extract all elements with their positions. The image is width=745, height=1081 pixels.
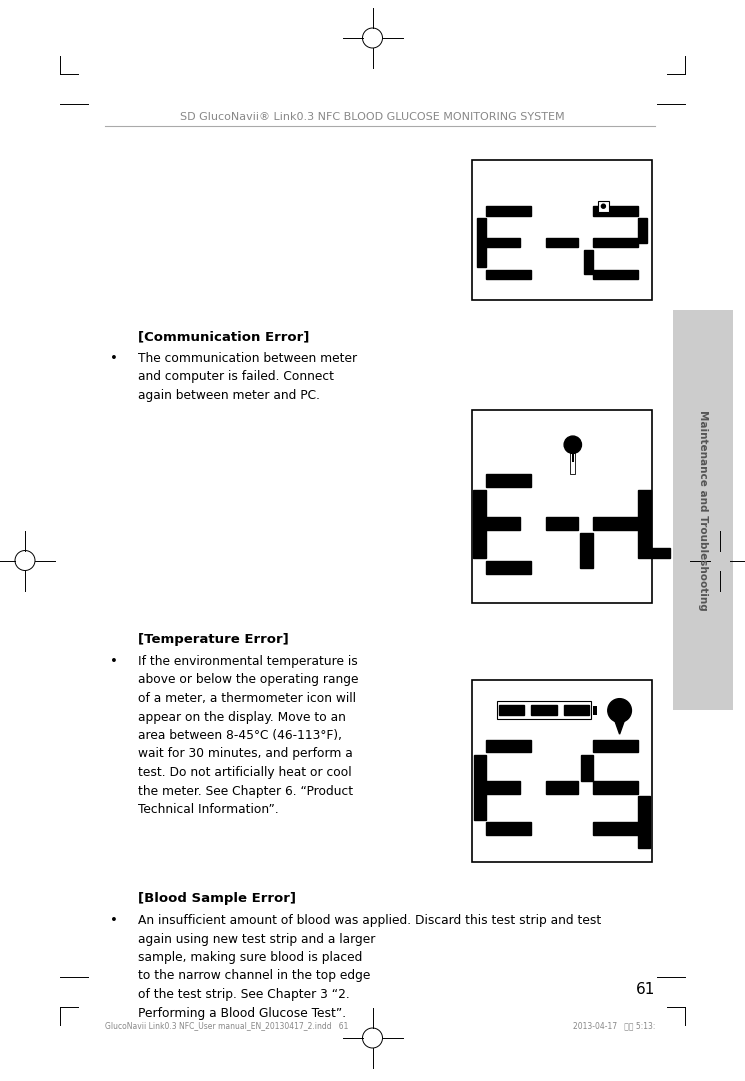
Bar xyxy=(593,706,597,715)
Bar xyxy=(547,782,577,793)
Text: 2013-04-17   오후 5:13:: 2013-04-17 오후 5:13: xyxy=(573,1022,655,1030)
Bar xyxy=(472,410,652,603)
Bar xyxy=(473,490,486,558)
Circle shape xyxy=(564,436,582,453)
Bar xyxy=(650,548,670,559)
Bar xyxy=(580,533,593,568)
Text: •: • xyxy=(110,352,118,365)
Bar xyxy=(486,782,520,793)
Bar xyxy=(638,218,647,242)
Bar xyxy=(486,238,520,248)
Circle shape xyxy=(608,698,632,722)
Text: Maintenance and Troubleshooting: Maintenance and Troubleshooting xyxy=(698,410,708,611)
Bar xyxy=(593,269,638,279)
Text: GlucoNavii Link0.3 NFC_User manual_EN_20130417_2.indd   61: GlucoNavii Link0.3 NFC_User manual_EN_20… xyxy=(105,1022,349,1030)
Bar xyxy=(477,218,486,267)
Bar xyxy=(486,206,530,216)
Text: The communication between meter
and computer is failed. Connect
again between me: The communication between meter and comp… xyxy=(138,352,357,402)
Bar xyxy=(472,160,652,301)
Bar xyxy=(593,740,638,752)
Text: An insufficient amount of blood was applied. Discard this test strip and test
ag: An insufficient amount of blood was appl… xyxy=(138,915,601,1019)
Bar xyxy=(486,269,530,279)
Bar xyxy=(486,473,530,486)
Text: SD GlucoNavii® Link0.3 NFC BLOOD GLUCOSE MONITORING SYSTEM: SD GlucoNavii® Link0.3 NFC BLOOD GLUCOSE… xyxy=(180,112,565,122)
Circle shape xyxy=(601,204,606,209)
Bar xyxy=(571,449,575,475)
Text: [Communication Error]: [Communication Error] xyxy=(138,330,309,343)
Bar xyxy=(593,206,638,216)
Bar xyxy=(597,201,609,212)
Bar xyxy=(593,518,638,531)
Bar xyxy=(547,238,577,248)
Bar xyxy=(673,310,733,710)
Bar xyxy=(571,449,574,462)
Bar xyxy=(584,250,593,275)
Bar xyxy=(474,756,486,819)
Bar xyxy=(486,823,530,835)
Text: •: • xyxy=(110,655,118,668)
Bar xyxy=(486,740,530,752)
Bar xyxy=(593,238,638,248)
Bar xyxy=(564,706,589,716)
Text: If the environmental temperature is
above or below the operating range
of a mete: If the environmental temperature is abov… xyxy=(138,655,358,816)
Bar xyxy=(497,702,591,720)
Text: [Temperature Error]: [Temperature Error] xyxy=(138,633,289,646)
Bar xyxy=(638,490,650,558)
Bar xyxy=(486,518,520,531)
Text: 61: 61 xyxy=(635,982,655,997)
Polygon shape xyxy=(612,715,627,734)
Bar xyxy=(581,756,593,782)
Bar xyxy=(593,782,638,793)
Bar xyxy=(638,797,650,849)
Bar xyxy=(593,823,638,835)
Text: •: • xyxy=(110,915,118,927)
Bar xyxy=(486,561,530,574)
Bar xyxy=(531,706,557,716)
Bar xyxy=(472,680,652,862)
Bar xyxy=(499,706,524,716)
Text: [Blood Sample Error]: [Blood Sample Error] xyxy=(138,892,296,905)
Bar xyxy=(547,518,577,531)
